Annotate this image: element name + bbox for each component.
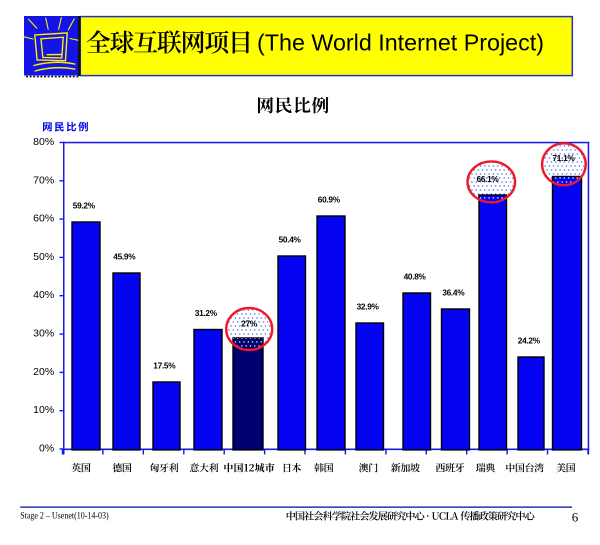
svg-text:31.2%: 31.2% <box>195 308 218 318</box>
svg-text:59.2%: 59.2% <box>73 201 96 211</box>
svg-text:40.8%: 40.8% <box>404 272 427 282</box>
svg-text:27%: 27% <box>241 319 258 329</box>
svg-text:71.1%: 71.1% <box>552 153 575 163</box>
svg-text:45.9%: 45.9% <box>113 252 136 262</box>
svg-text:50%: 50% <box>33 251 54 263</box>
svg-text:66.1%: 66.1% <box>476 174 499 184</box>
svg-text:6: 6 <box>572 510 579 525</box>
svg-text:Stage 2 – Usenet(10-14-03): Stage 2 – Usenet(10-14-03) <box>20 510 109 520</box>
svg-text:70%: 70% <box>33 174 54 186</box>
svg-text:24.2%: 24.2% <box>518 336 541 346</box>
svg-text:80%: 80% <box>33 136 54 148</box>
svg-text:20%: 20% <box>33 366 54 378</box>
svg-text:10%: 10% <box>33 404 54 416</box>
svg-text:60.9%: 60.9% <box>318 195 341 205</box>
svg-text:40%: 40% <box>33 289 54 301</box>
svg-text:0%: 0% <box>39 443 54 455</box>
svg-text:30%: 30% <box>33 328 54 340</box>
svg-text:(The World Internet Project): (The World Internet Project) <box>257 29 544 55</box>
svg-text:32.9%: 32.9% <box>357 302 380 312</box>
svg-text:50.4%: 50.4% <box>279 235 302 245</box>
svg-text:36.4%: 36.4% <box>442 288 465 298</box>
svg-text:17.5%: 17.5% <box>153 361 176 371</box>
svg-text:60%: 60% <box>33 213 54 225</box>
